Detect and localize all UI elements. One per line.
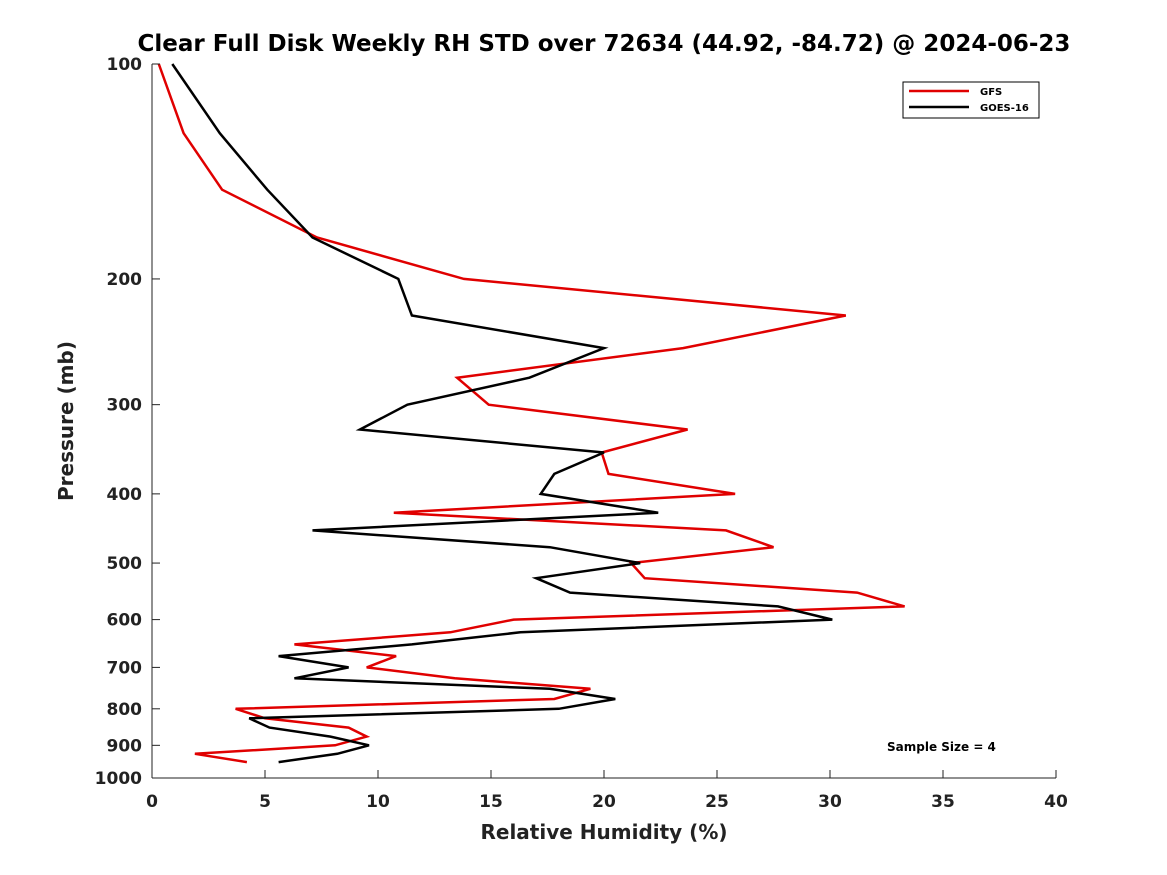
- series-line-goes16: [171, 63, 833, 764]
- y-tick-label: 800: [107, 700, 143, 720]
- series-layer: [157, 63, 905, 764]
- x-tick-label: 30: [818, 792, 842, 812]
- x-tick-label: 40: [1044, 792, 1068, 812]
- y-tick-label: 700: [107, 658, 143, 678]
- series-line-gfs: [157, 63, 905, 764]
- sample-size-annotation: Sample Size = 4: [887, 740, 996, 754]
- x-tick-label: 15: [479, 792, 503, 812]
- legend-box: [902, 81, 1040, 119]
- y-tick-label: 500: [107, 554, 143, 574]
- x-tick-label: 10: [366, 792, 390, 812]
- x-tick-label: 0: [146, 792, 158, 812]
- y-tick-label: 100: [107, 55, 143, 75]
- legend: GFS GOES-16: [902, 81, 1040, 119]
- y-axis-label: Pressure (mb): [54, 341, 78, 501]
- legend-label-goes16: GOES-16: [980, 103, 1029, 114]
- x-tick-label: 5: [259, 792, 271, 812]
- x-axis-label: Relative Humidity (%): [480, 820, 727, 844]
- y-tick-label: 600: [107, 611, 143, 631]
- x-tick-label: 20: [592, 792, 616, 812]
- y-tick-label: 400: [107, 485, 143, 505]
- y-ticks: 100 200 300 400 500 600 700 800 900 1000: [95, 55, 160, 789]
- y-tick-label: 900: [107, 736, 143, 756]
- legend-label-gfs: GFS: [980, 87, 1002, 98]
- plot-area: [152, 64, 1056, 778]
- y-tick-label: 1000: [95, 769, 142, 789]
- x-ticks: 0 5 10 15 20 25 30 35 40: [146, 770, 1068, 812]
- chart-title: Clear Full Disk Weekly RH STD over 72634…: [138, 31, 1071, 57]
- x-tick-label: 25: [705, 792, 729, 812]
- y-tick-label: 300: [107, 396, 143, 416]
- y-tick-label: 200: [107, 270, 143, 290]
- x-tick-label: 35: [931, 792, 955, 812]
